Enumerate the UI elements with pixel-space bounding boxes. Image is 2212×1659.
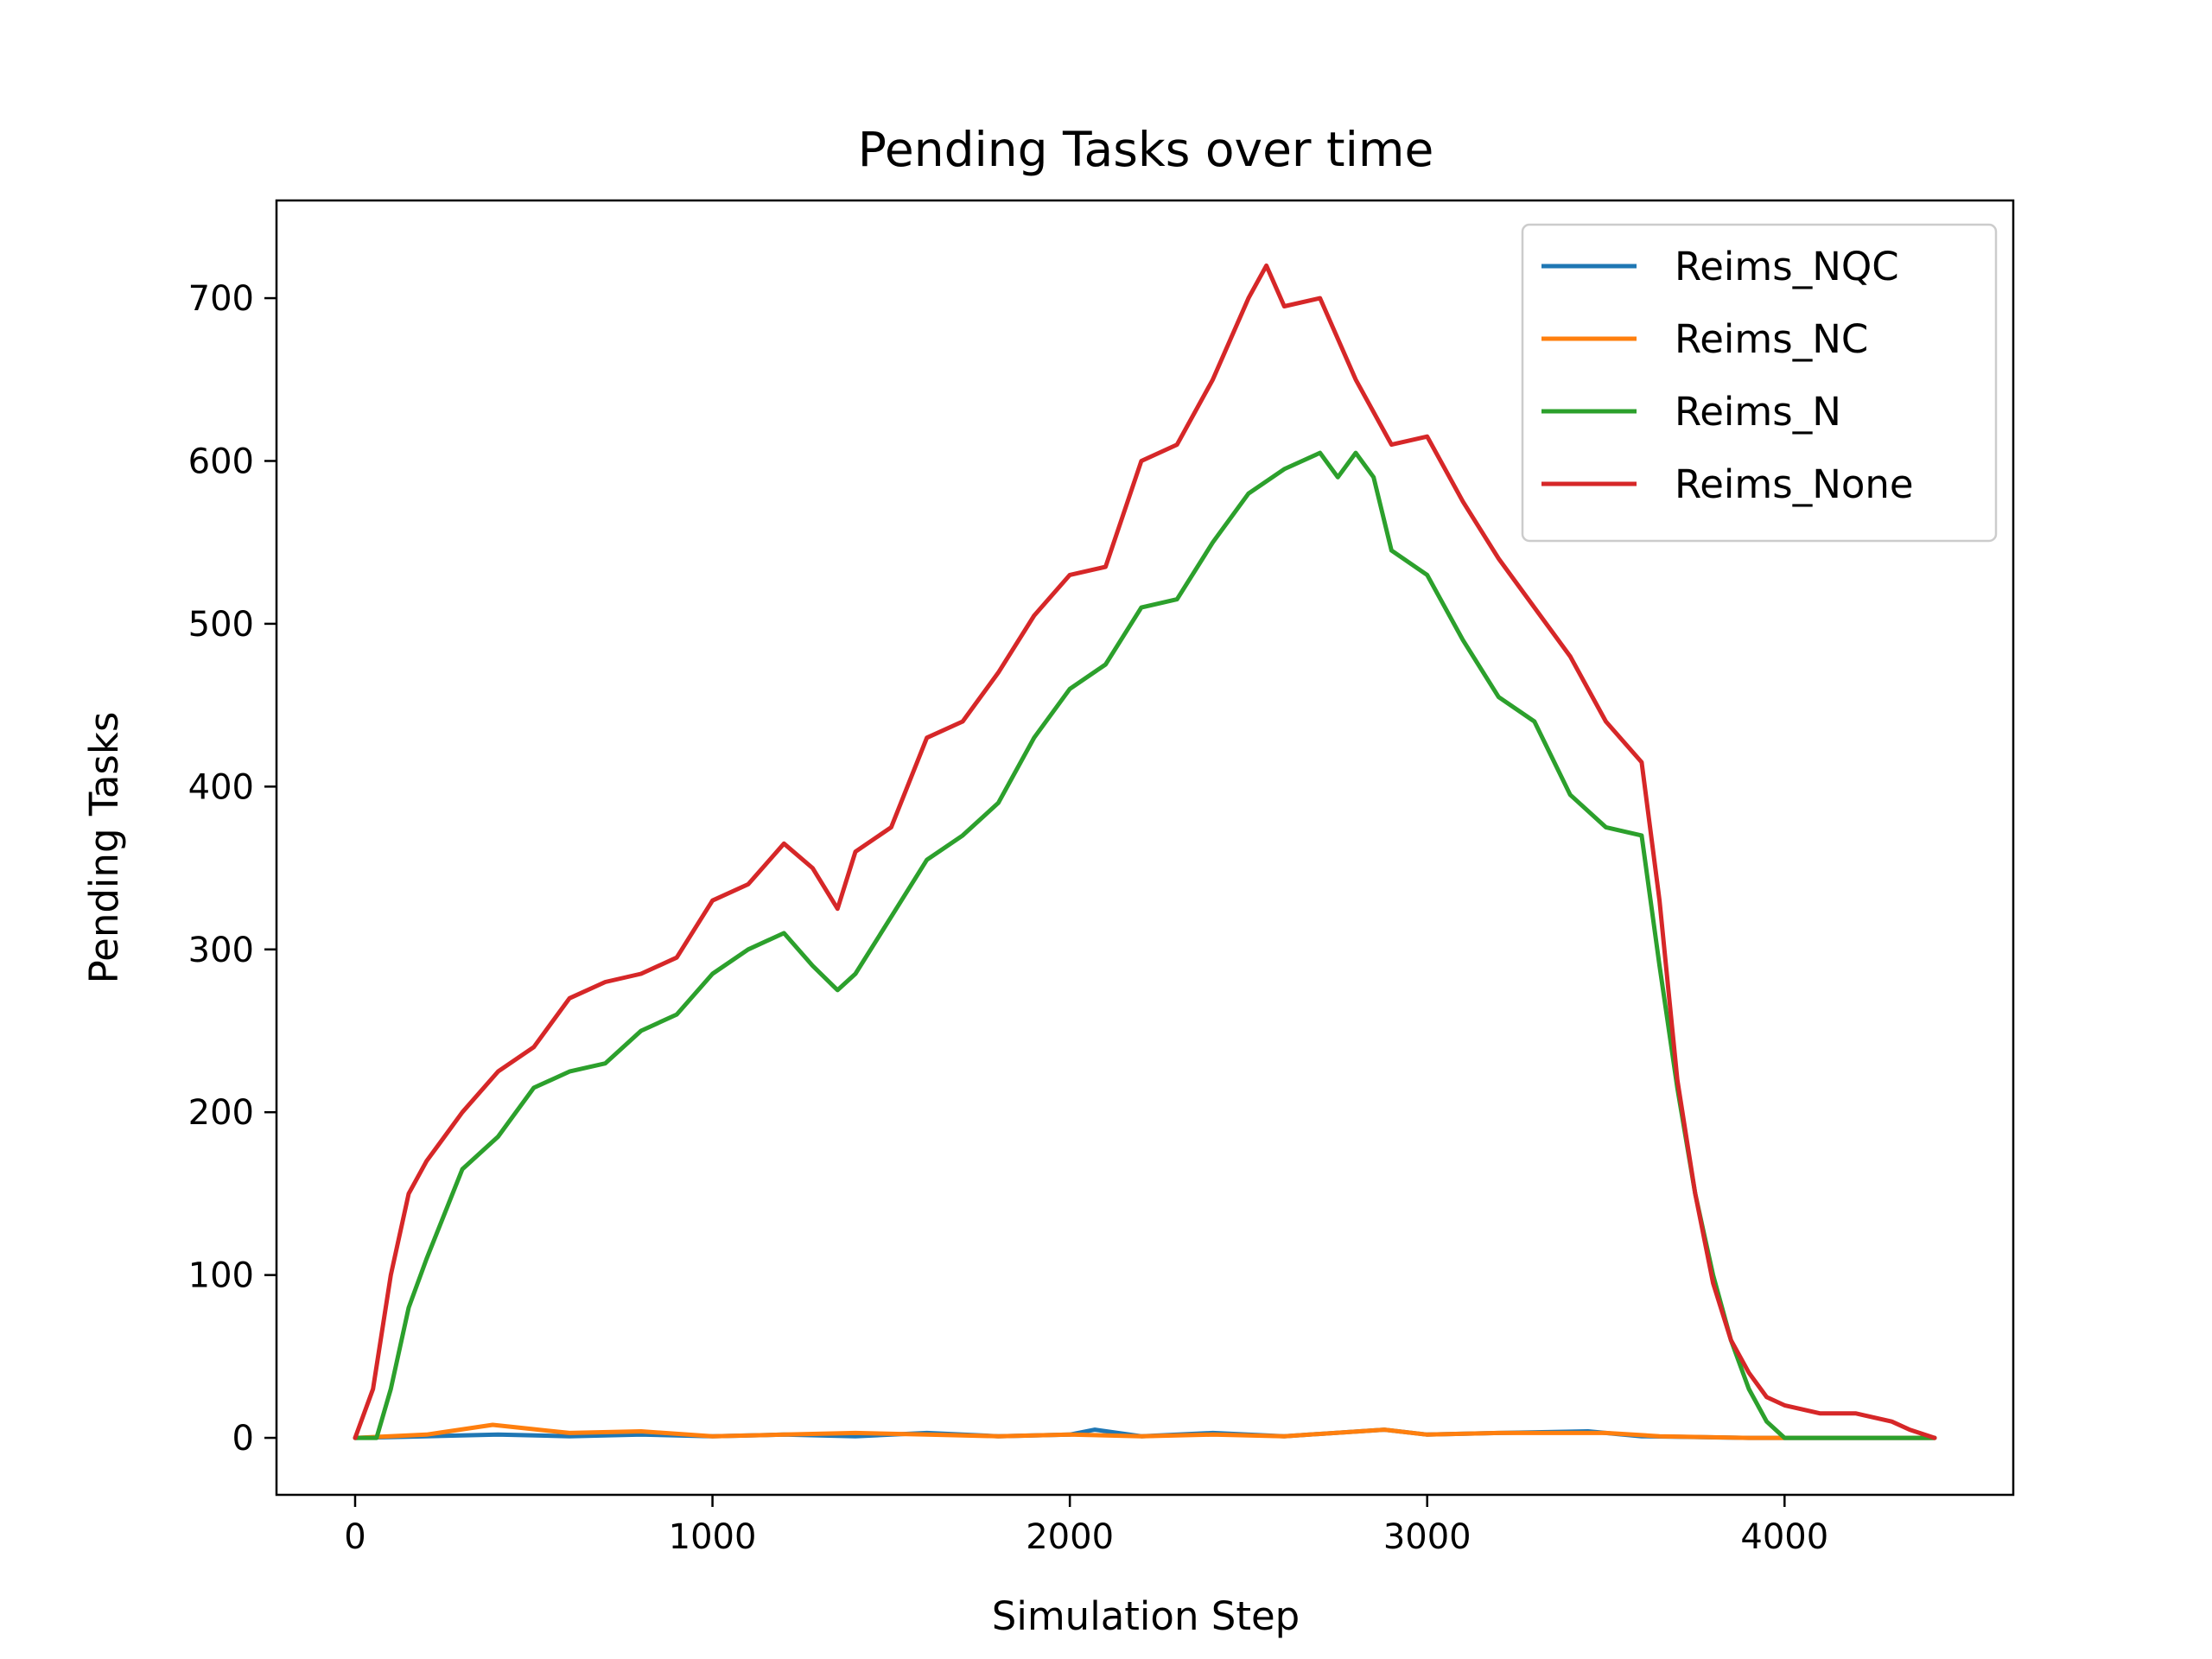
legend-label-reims-none: Reims_None [1675, 461, 1914, 507]
y-tick-label: 400 [188, 767, 254, 807]
series-line-reims-nc [353, 1422, 1937, 1440]
legend: Reims_NQC Reims_NC Reims_N Reims_None [1521, 223, 1998, 543]
x-tick-label: 4000 [1740, 1517, 1828, 1557]
x-tick-label: 3000 [1383, 1517, 1471, 1557]
legend-label-reims-n: Reims_N [1675, 389, 1841, 435]
x-axis-label: Simulation Step [992, 1593, 1300, 1639]
y-tick-label: 100 [188, 1256, 254, 1296]
series-line-reims-none [353, 263, 1937, 1440]
axes-frame [275, 199, 2015, 1497]
chart-title: Pending Tasks over time [858, 122, 1434, 177]
axes-ticks: 0 1000 2000 3000 4000 0 100 200 300 400 500 600 700 [188, 279, 1829, 1557]
x-tick-label: 2000 [1026, 1517, 1114, 1557]
x-tick-label: 0 [344, 1517, 365, 1557]
legend-box [1521, 223, 1998, 543]
y-axis-label: Pending Tasks [81, 712, 127, 984]
y-tick-label: 700 [188, 279, 254, 319]
y-tick-label: 500 [188, 605, 254, 645]
y-tick-label: 0 [232, 1419, 254, 1459]
y-tick-label: 300 [188, 931, 254, 970]
x-tick-label: 1000 [669, 1517, 757, 1557]
y-tick-label: 600 [188, 442, 254, 481]
legend-label-reims-nc: Reims_NC [1675, 316, 1868, 362]
y-tick-label: 200 [188, 1093, 254, 1133]
plot-area [353, 263, 1937, 1440]
legend-label-reims-nqc: Reims_NQC [1675, 244, 1899, 289]
